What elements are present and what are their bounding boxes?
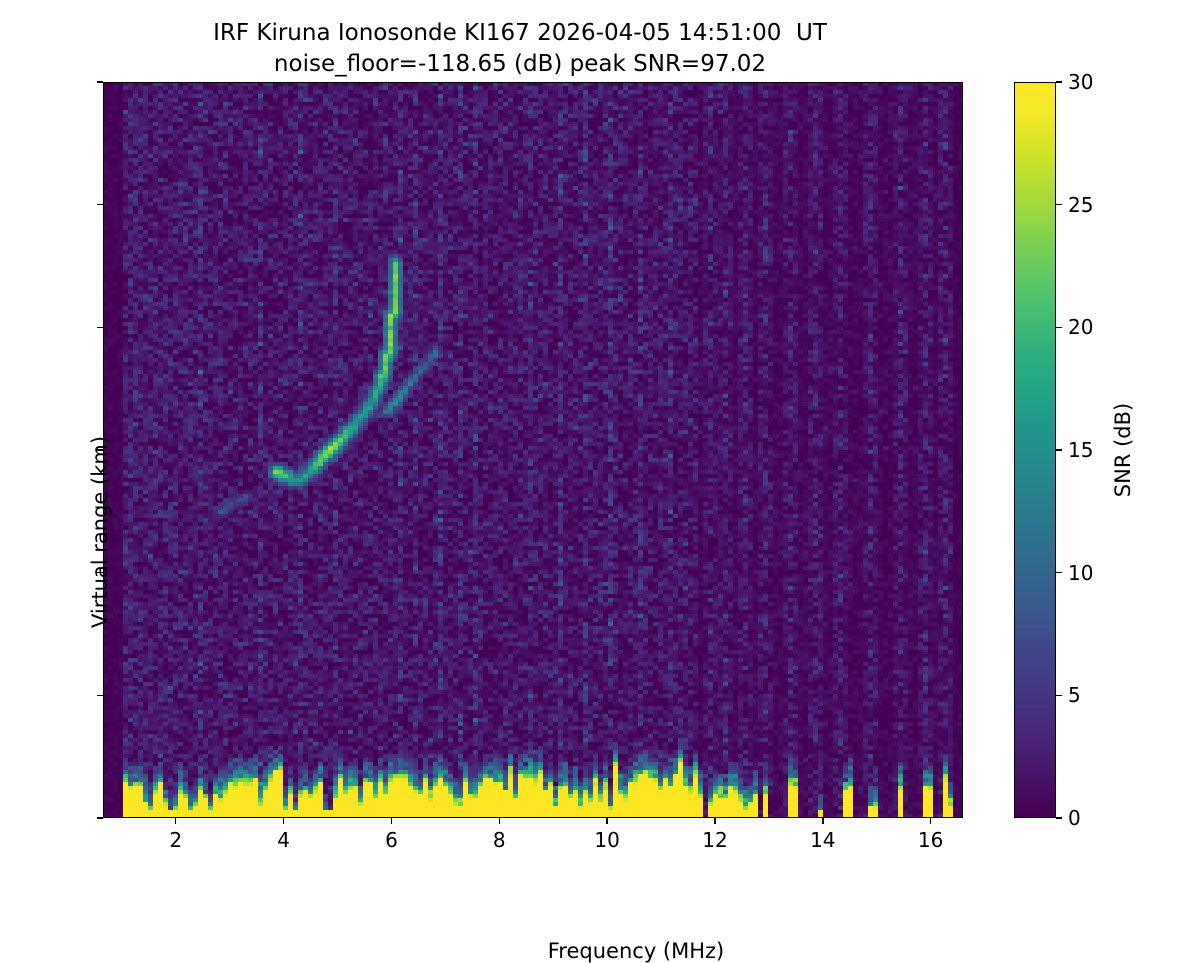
x-tick-mark	[282, 818, 285, 824]
plot-area[interactable]: Virtual range (km) Frequency (MHz) 01002…	[88, 81, 963, 963]
y-tick-mark	[97, 694, 103, 697]
x-tick-label: 2	[169, 828, 183, 852]
colorbar-tick-label: 10	[1068, 560, 1094, 585]
y-tick-mark	[97, 326, 103, 329]
x-tick-mark	[929, 818, 932, 824]
x-tick-label: 4	[277, 828, 290, 852]
colorbar-gradient	[1014, 82, 1056, 818]
colorbar-label: SNR (dB)	[1111, 402, 1135, 498]
colorbar-tick-mark	[1056, 203, 1062, 206]
colorbar-tick-label: 5	[1068, 683, 1081, 708]
x-axis-label: Frequency (MHz)	[547, 939, 725, 963]
x-tick-mark	[606, 818, 608, 824]
x-tick-mark	[714, 818, 716, 824]
x-tick-label: 6	[385, 828, 398, 852]
colorbar-tick-label: 15	[1068, 438, 1094, 462]
x-tick-label: 14	[810, 828, 836, 852]
x-tick-mark	[175, 818, 177, 824]
colorbar-tick-label: 30	[1068, 70, 1094, 94]
y-tick-mark	[97, 571, 103, 574]
figure-title: IRF Kiruna Ionosonde KI167 2026-04-05 14…	[0, 18, 1040, 80]
colorbar-tick-mark	[1056, 449, 1062, 451]
colorbar-tick-label: 0	[1068, 806, 1081, 830]
x-tick-mark	[498, 818, 500, 824]
ionogram-figure: IRF Kiruna Ionosonde KI167 2026-04-05 14…	[0, 18, 1135, 963]
colorbar-tick-label: 20	[1068, 315, 1094, 340]
ionogram-heatmap[interactable]	[103, 82, 963, 818]
colorbar-tick-mark	[1056, 817, 1062, 819]
y-tick-mark	[97, 81, 103, 83]
colorbar-tick-label: 25	[1068, 192, 1094, 217]
x-tick-label: 8	[492, 828, 506, 852]
y-axis-label: Virtual range (km)	[88, 435, 112, 629]
title-line-1: IRF Kiruna Ionosonde KI167 2026-04-05 14…	[213, 20, 827, 46]
colorbar-tick-mark	[1056, 326, 1062, 329]
colorbar-tick-mark	[1056, 571, 1062, 574]
y-tick-mark	[97, 449, 103, 451]
colorbar-tick-mark	[1056, 81, 1062, 83]
x-tick-mark	[390, 818, 393, 824]
x-tick-mark	[822, 818, 824, 824]
title-line-2: noise_floor=-118.65 (dB) peak SNR=97.02	[273, 51, 767, 77]
x-tick-label: 12	[702, 828, 728, 852]
colorbar-tick-mark	[1056, 694, 1062, 697]
y-tick-mark	[97, 203, 103, 206]
colorbar[interactable]: 0 5 10 15 20 25 30	[1014, 70, 1093, 830]
y-tick-mark	[97, 817, 103, 819]
x-tick-label: 10	[594, 828, 620, 852]
x-tick-label: 16	[917, 828, 944, 852]
